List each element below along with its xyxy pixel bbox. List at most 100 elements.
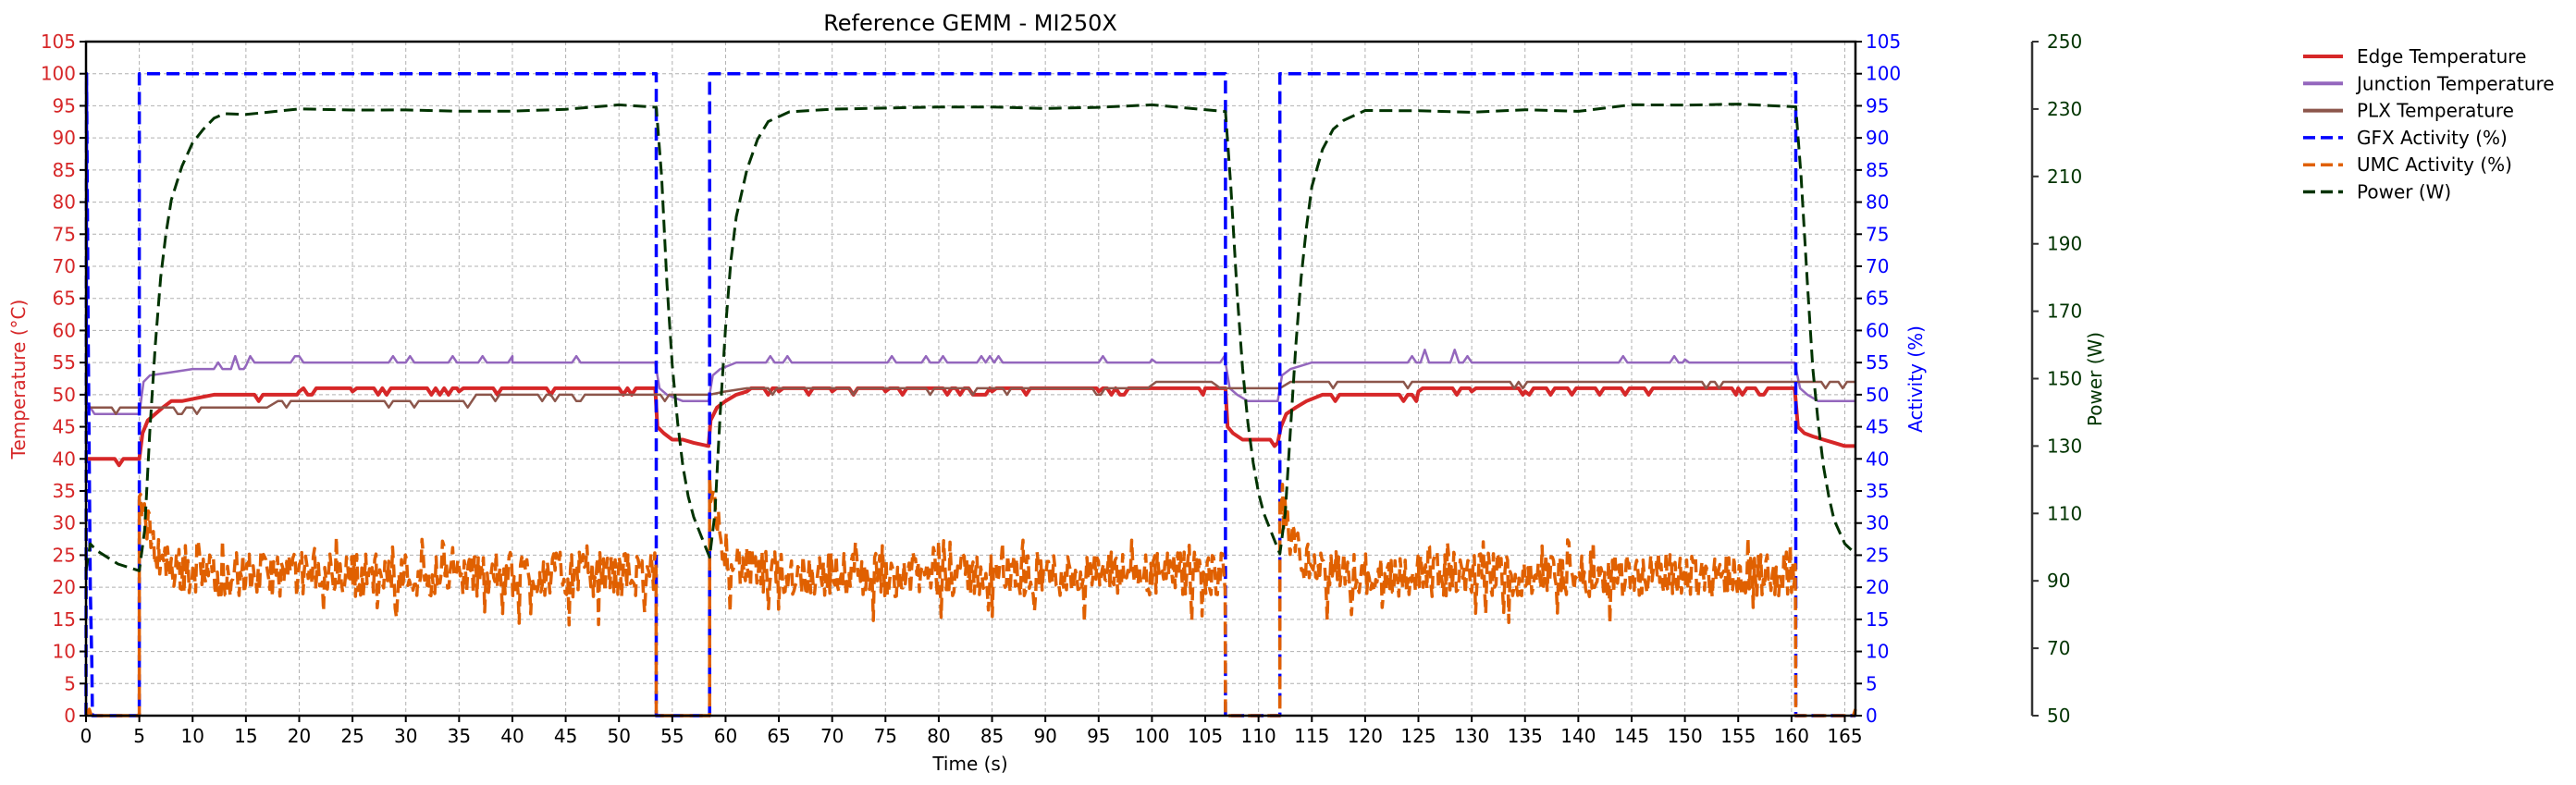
right-tick-label: 80 xyxy=(1866,191,1889,214)
x-tick-label: 60 xyxy=(714,725,737,747)
power-tick-label: 70 xyxy=(2047,637,2070,659)
left-tick-label: 35 xyxy=(53,480,76,502)
legend-label: GFX Activity (%) xyxy=(2357,127,2508,149)
right-tick-label: 5 xyxy=(1866,672,1878,694)
power-tick-label: 50 xyxy=(2047,705,2070,727)
left-tick-label: 20 xyxy=(53,576,76,598)
left-tick-label: 80 xyxy=(53,191,76,214)
x-tick-label: 115 xyxy=(1294,725,1329,747)
legend-label: Power (W) xyxy=(2357,181,2451,203)
left-tick-label: 75 xyxy=(53,223,76,245)
right-tick-label: 105 xyxy=(1866,31,1901,53)
x-tick-label: 95 xyxy=(1087,725,1110,747)
power-tick-label: 190 xyxy=(2047,233,2082,255)
right-tick-label: 20 xyxy=(1866,576,1889,598)
series-plx-temperature xyxy=(86,380,1855,415)
left-tick-label: 30 xyxy=(53,512,76,534)
left-tick-label: 15 xyxy=(53,608,76,631)
right-tick-label: 85 xyxy=(1866,159,1889,181)
right-tick-label: 10 xyxy=(1866,641,1889,663)
left-tick-label: 50 xyxy=(53,384,76,406)
x-tick-label: 35 xyxy=(448,725,471,747)
x-tick-label: 10 xyxy=(181,725,204,747)
power-tick-label: 90 xyxy=(2047,570,2070,592)
power-tick-label: 230 xyxy=(2047,98,2082,120)
right-tick-label: 60 xyxy=(1866,319,1889,341)
x-axis-title: Time (s) xyxy=(931,753,1007,775)
x-tick-label: 120 xyxy=(1348,725,1383,747)
x-tick-label: 0 xyxy=(80,725,92,747)
legend-item: Edge Temperature xyxy=(2303,45,2526,67)
axes: 0 5 10 15 20 25 30 35 40 45 50 55 60 65 70 75 80 85 90 95 10… xyxy=(41,31,2082,747)
x-tick-label: 130 xyxy=(1454,725,1489,747)
right-tick-label: 45 xyxy=(1866,416,1889,438)
x-tick-label: 90 xyxy=(1033,725,1056,747)
legend-item: PLX Temperature xyxy=(2303,100,2514,122)
right-tick-label: 95 xyxy=(1866,94,1889,117)
legend: Edge Temperature Junction Temperature PLX … xyxy=(2303,45,2555,203)
x-tick-label: 25 xyxy=(340,725,364,747)
plot-frame xyxy=(84,40,1857,718)
left-tick-label: 65 xyxy=(53,288,76,310)
x-tick-label: 100 xyxy=(1134,725,1169,747)
left-tick-label: 5 xyxy=(64,672,76,694)
left-tick-label: 90 xyxy=(53,127,76,149)
right-tick-label: 15 xyxy=(1866,608,1889,631)
right-tick-label: 100 xyxy=(1866,63,1901,85)
left-axis-title: Temperature (°C) xyxy=(7,300,30,460)
x-tick-label: 50 xyxy=(607,725,630,747)
left-tick-label: 0 xyxy=(64,705,76,727)
left-tick-label: 105 xyxy=(41,31,76,53)
x-tick-label: 15 xyxy=(234,725,257,747)
legend-label: Edge Temperature xyxy=(2357,45,2526,67)
x-tick-label: 105 xyxy=(1188,725,1223,747)
x-tick-label: 70 xyxy=(820,725,844,747)
power-tick-label: 250 xyxy=(2047,31,2082,53)
left-tick-label: 60 xyxy=(53,319,76,341)
x-tick-label: 85 xyxy=(980,725,1004,747)
x-tick-label: 160 xyxy=(1774,725,1809,747)
x-tick-label: 80 xyxy=(927,725,950,747)
x-tick-label: 125 xyxy=(1400,725,1436,747)
x-tick-label: 30 xyxy=(394,725,417,747)
right-tick-label: 55 xyxy=(1866,351,1889,374)
right-tick-label: 40 xyxy=(1866,448,1889,470)
right-axis-title: Activity (%) xyxy=(1904,325,1927,433)
right-tick-label: 65 xyxy=(1866,288,1889,310)
right-tick-label: 75 xyxy=(1866,223,1889,245)
legend-label: UMC Activity (%) xyxy=(2357,153,2512,176)
legend-label: PLX Temperature xyxy=(2357,100,2514,122)
right-tick-label: 70 xyxy=(1866,255,1889,277)
left-tick-label: 40 xyxy=(53,448,76,470)
x-tick-label: 65 xyxy=(767,725,790,747)
x-tick-label: 110 xyxy=(1241,725,1276,747)
x-tick-label: 140 xyxy=(1560,725,1596,747)
chart-title: Reference GEMM - MI250X xyxy=(823,10,1117,36)
left-tick-label: 45 xyxy=(53,416,76,438)
x-tick-label: 20 xyxy=(288,725,311,747)
power-tick-label: 150 xyxy=(2047,368,2082,390)
right-tick-label: 0 xyxy=(1866,705,1878,727)
power-tick-label: 130 xyxy=(2047,435,2082,457)
grid-lines xyxy=(85,41,1855,717)
x-tick-label: 145 xyxy=(1614,725,1649,747)
power-tick-label: 210 xyxy=(2047,166,2082,188)
series-umc-activity xyxy=(84,475,1857,718)
x-tick-label: 55 xyxy=(660,725,684,747)
left-tick-label: 70 xyxy=(53,255,76,277)
left-tick-label: 25 xyxy=(53,544,76,566)
x-tick-label: 40 xyxy=(500,725,524,747)
left-tick-label: 10 xyxy=(53,641,76,663)
series-power-w xyxy=(84,103,1857,572)
legend-label: Junction Temperature xyxy=(2355,72,2555,94)
legend-item: GFX Activity (%) xyxy=(2303,127,2508,149)
x-tick-label: 155 xyxy=(1720,725,1756,747)
legend-item: Power (W) xyxy=(2303,181,2451,203)
series-junction-temperature xyxy=(84,349,1855,415)
right-tick-label: 30 xyxy=(1866,512,1889,534)
power-tick-label: 110 xyxy=(2047,502,2082,524)
left-tick-label: 85 xyxy=(53,159,76,181)
left-tick-label: 55 xyxy=(53,351,76,374)
